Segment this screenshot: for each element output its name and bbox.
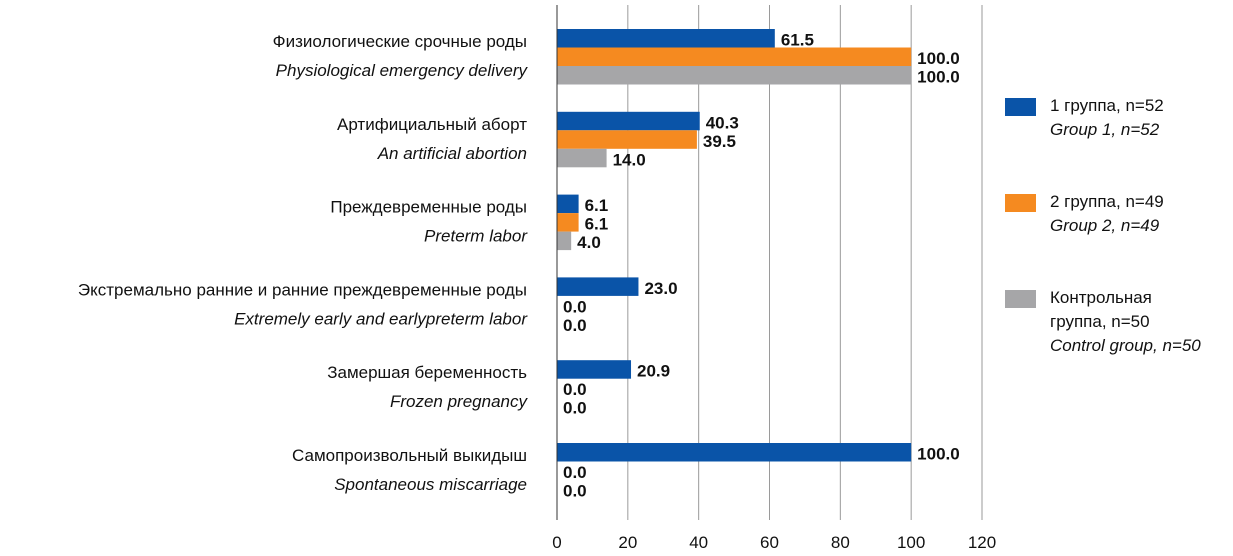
bar-cat3-series3	[557, 231, 572, 251]
bar-cat3-series2	[557, 213, 579, 232]
bar-cat5-series1	[557, 360, 632, 379]
legend-text-group2: 2 группа, n=49 Group 2, n=49	[1050, 190, 1164, 238]
category-label-6: Самопроизвольный выкидыш	[292, 446, 527, 465]
legend-item-control: Контрольная группа, n=50 Control group, …	[1005, 282, 1230, 378]
category-label-en-5: Frozen pregnancy	[390, 392, 529, 411]
value-label-cat1-series1: 61.5	[781, 31, 814, 50]
value-label-cat4-series2: 0.0	[563, 297, 587, 316]
bar-cat4-series1	[557, 277, 639, 296]
x-tick-label-120: 120	[968, 533, 996, 552]
value-label-cat5-series3: 0.0	[563, 399, 587, 418]
value-label-cat3-series3: 4.0	[577, 233, 601, 252]
value-label-cat3-series2: 6.1	[585, 215, 609, 234]
bar-cat1-series3	[557, 66, 912, 85]
value-label-cat4-series3: 0.0	[563, 316, 587, 335]
value-label-cat1-series2: 100.0	[917, 49, 960, 68]
bar-cat3-series1	[557, 194, 579, 214]
category-label-3: Преждевременные роды	[330, 198, 527, 217]
x-tick-label-0: 0	[552, 533, 561, 552]
legend-label-group1-en: Group 1, n=52	[1050, 120, 1160, 139]
bar-cat6-series1	[557, 443, 912, 462]
value-label-cat1-series3: 100.0	[917, 68, 960, 87]
value-label-cat3-series1: 6.1	[585, 196, 609, 215]
legend-swatch-group2	[1005, 194, 1036, 212]
category-label-1: Физиологические срочные роды	[273, 32, 527, 51]
legend-label-control: Контрольная группа, n=50	[1050, 288, 1152, 331]
bar-cat1-series1	[557, 29, 775, 48]
value-label-cat6-series2: 0.0	[563, 463, 587, 482]
value-label-cat2-series2: 39.5	[703, 132, 736, 151]
category-label-en-4: Extremely early and earlypreterm labor	[234, 309, 528, 328]
value-label-cat2-series3: 14.0	[613, 150, 646, 169]
category-label-4: Экстремально ранние и ранние преждевреме…	[78, 280, 527, 299]
value-label-cat5-series2: 0.0	[563, 380, 587, 399]
bar-cat2-series2	[557, 130, 697, 149]
value-label-cat2-series1: 40.3	[706, 113, 739, 132]
legend-label-group2-en: Group 2, n=49	[1050, 216, 1160, 235]
x-tick-label-60: 60	[760, 533, 779, 552]
legend-label-control-en: Control group, n=50	[1050, 336, 1201, 355]
category-label-2: Артифициальный аборт	[337, 115, 527, 134]
legend-swatch-control	[1005, 290, 1036, 308]
x-tick-label-100: 100	[897, 533, 925, 552]
value-label-cat4-series1: 23.0	[644, 279, 677, 298]
legend-label-group1: 1 группа, n=52	[1050, 96, 1164, 115]
value-label-cat6-series3: 0.0	[563, 482, 587, 501]
category-label-en-6: Spontaneous miscarriage	[334, 475, 527, 494]
legend-text-group1: 1 группа, n=52 Group 1, n=52	[1050, 94, 1164, 142]
legend-text-control: Контрольная группа, n=50 Control group, …	[1050, 286, 1201, 358]
x-tick-label-40: 40	[689, 533, 708, 552]
bar-cat2-series3	[557, 148, 607, 168]
category-label-en-1: Physiological emergency delivery	[276, 61, 529, 80]
x-tick-label-20: 20	[618, 533, 637, 552]
legend-item-group1: 1 группа, n=52 Group 1, n=52	[1005, 90, 1230, 186]
bar-cat1-series2	[557, 47, 912, 66]
value-label-cat5-series1: 20.9	[637, 362, 670, 381]
category-label-en-3: Preterm labor	[424, 227, 528, 246]
value-label-cat6-series1: 100.0	[917, 445, 960, 464]
legend-swatch-group1	[1005, 98, 1036, 116]
legend-label-group2: 2 группа, n=49	[1050, 192, 1164, 211]
category-label-5: Замершая беременность	[327, 363, 527, 382]
x-tick-label-80: 80	[831, 533, 850, 552]
legend: 1 группа, n=52 Group 1, n=52 2 группа, n…	[1005, 90, 1230, 378]
legend-item-group2: 2 группа, n=49 Group 2, n=49	[1005, 186, 1230, 282]
category-label-en-2: An artificial abortion	[377, 144, 527, 163]
bar-cat2-series1	[557, 111, 700, 131]
